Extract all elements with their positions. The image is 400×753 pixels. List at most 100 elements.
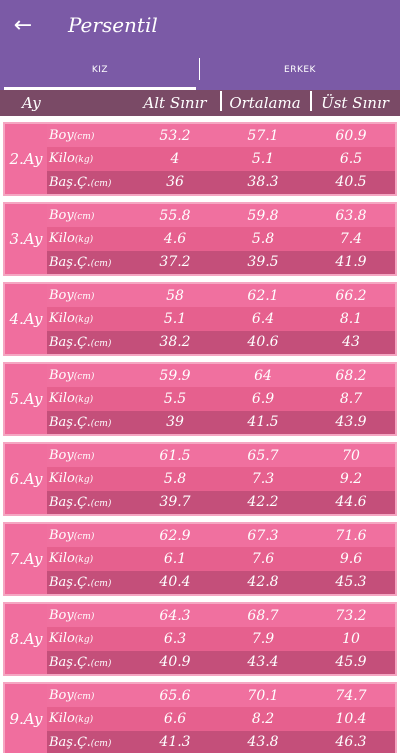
value-cell: 6.3 (163, 630, 187, 647)
measure-row-bas: Baş.Ç.(cm) 39.7 42.2 44.6 (47, 490, 395, 514)
value-cell: 5.1 (163, 310, 187, 327)
value-cell: 65.6 (159, 687, 191, 704)
table-header: Ay Alt Sınır Ortalama Üst Sınır (0, 90, 400, 116)
value-cell: 45.3 (335, 574, 367, 591)
month-group: 4.Ay Boy(cm) 58 62.1 66.2 Kilo(kg) 5.1 6.4 8.1 Ba… (3, 282, 397, 356)
value-cell: 41.9 (335, 254, 367, 271)
measure-row-boy: Boy(cm) 65.6 70.1 74.7 (47, 684, 395, 708)
header-ortalama: Ortalama (220, 91, 310, 112)
value-cell: 40.5 (335, 174, 367, 191)
value-cell: 36 (166, 174, 184, 191)
value-cell: 6.4 (251, 310, 275, 327)
value-cell: 70.1 (247, 687, 279, 704)
value-cell: 43.4 (247, 654, 279, 671)
measure-label: Boy(cm) (49, 368, 95, 384)
value-cell: 8.2 (251, 710, 275, 727)
value-cell: 61.5 (159, 447, 191, 464)
value-cell: 57.1 (247, 127, 279, 144)
value-cell: 4.6 (163, 230, 187, 247)
value-cell: 40.4 (159, 574, 191, 591)
value-cell: 53.2 (159, 127, 191, 144)
measure-label: Boy(cm) (49, 128, 95, 144)
value-cell: 66.2 (335, 287, 367, 304)
value-cell: 42.2 (247, 494, 279, 511)
measure-row-bas: Baş.Ç.(cm) 36 38.3 40.5 (47, 170, 395, 194)
value-cell: 5.8 (163, 470, 187, 487)
measure-label: Baş.Ç.(cm) (49, 574, 112, 590)
value-cell: 41.5 (247, 414, 279, 431)
measure-row-boy: Boy(cm) 62.9 67.3 71.6 (47, 524, 395, 548)
month-label: 9.Ay (5, 684, 47, 753)
value-cell: 40.6 (247, 334, 279, 351)
tab-kiz[interactable]: KIZ (0, 50, 200, 90)
header-ust-sinir: Üst Sınır (310, 91, 400, 112)
value-cell: 7.6 (251, 550, 275, 567)
value-cell: 64.3 (159, 607, 191, 624)
measure-label: Baş.Ç.(cm) (49, 254, 112, 270)
value-cell: 68.2 (335, 367, 367, 384)
measure-label: Baş.Ç.(cm) (49, 654, 112, 670)
value-cell: 5.8 (251, 230, 275, 247)
measure-row-kilo: Kilo(kg) 4 5.1 6.5 (47, 147, 395, 171)
value-cell: 62.1 (247, 287, 279, 304)
month-group: 7.Ay Boy(cm) 62.9 67.3 71.6 Kilo(kg) 6.1 7.6 9.6… (3, 522, 397, 596)
value-cell: 41.3 (159, 734, 191, 751)
measure-label: Boy(cm) (49, 208, 95, 224)
value-cell: 67.3 (247, 527, 279, 544)
measure-label: Kilo(kg) (49, 151, 94, 167)
measure-row-bas: Baş.Ç.(cm) 40.9 43.4 45.9 (47, 650, 395, 674)
value-cell: 63.8 (335, 207, 367, 224)
measure-row-boy: Boy(cm) 55.8 59.8 63.8 (47, 204, 395, 228)
value-cell: 58 (166, 287, 184, 304)
measure-label: Boy(cm) (49, 688, 95, 704)
measure-row-bas: Baş.Ç.(cm) 40.4 42.8 45.3 (47, 570, 395, 594)
value-cell: 7.9 (251, 630, 275, 647)
measure-row-kilo: Kilo(kg) 5.1 6.4 8.1 (47, 307, 395, 331)
value-cell: 68.7 (247, 607, 279, 624)
value-cell: 7.3 (251, 470, 275, 487)
measure-label: Kilo(kg) (49, 711, 94, 727)
month-label: 6.Ay (5, 444, 47, 514)
measure-row-kilo: Kilo(kg) 6.1 7.6 9.6 (47, 547, 395, 571)
value-cell: 43.9 (335, 414, 367, 431)
tab-erkek[interactable]: ERKEK (284, 65, 316, 75)
measure-row-boy: Boy(cm) 53.2 57.1 60.9 (47, 124, 395, 148)
measure-row-boy: Boy(cm) 59.9 64 68.2 (47, 364, 395, 388)
value-cell: 46.3 (335, 734, 367, 751)
measure-row-bas: Baş.Ç.(cm) 39 41.5 43.9 (47, 410, 395, 434)
month-group: 3.Ay Boy(cm) 55.8 59.8 63.8 Kilo(kg) 4.6 5.8 7.4… (3, 202, 397, 276)
month-group: 8.Ay Boy(cm) 64.3 68.7 73.2 Kilo(kg) 6.3 7.9 10 B… (3, 602, 397, 676)
value-cell: 70 (342, 447, 360, 464)
month-label: 8.Ay (5, 604, 47, 674)
value-cell: 42.8 (247, 574, 279, 591)
value-cell: 8.1 (339, 310, 363, 327)
measure-label: Kilo(kg) (49, 631, 94, 647)
measure-row-kilo: Kilo(kg) 6.6 8.2 10.4 (47, 707, 395, 731)
value-cell: 6.9 (251, 390, 275, 407)
measure-label: Baş.Ç.(cm) (49, 734, 112, 750)
value-cell: 38.2 (159, 334, 191, 351)
header-ay: Ay (22, 94, 41, 112)
measure-row-kilo: Kilo(kg) 5.5 6.9 8.7 (47, 387, 395, 411)
value-cell: 59.8 (247, 207, 279, 224)
measure-row-kilo: Kilo(kg) 6.3 7.9 10 (47, 627, 395, 651)
value-cell: 37.2 (159, 254, 191, 271)
value-cell: 39.5 (247, 254, 279, 271)
value-cell: 55.8 (159, 207, 191, 224)
measure-label: Baş.Ç.(cm) (49, 414, 112, 430)
month-label: 4.Ay (5, 284, 47, 354)
value-cell: 74.7 (335, 687, 367, 704)
value-cell: 43 (342, 334, 360, 351)
value-cell: 6.1 (163, 550, 187, 567)
measure-label: Kilo(kg) (49, 391, 94, 407)
month-group: 9.Ay Boy(cm) 65.6 70.1 74.7 Kilo(kg) 6.6 8.2 10.… (3, 682, 397, 753)
app-bar: ← Persentil (0, 0, 400, 50)
tab-divider (199, 58, 200, 80)
measure-label: Baş.Ç.(cm) (49, 174, 112, 190)
value-cell: 40.9 (159, 654, 191, 671)
value-cell: 6.5 (339, 150, 363, 167)
back-arrow-icon[interactable]: ← (13, 12, 33, 38)
header-alt-sinir: Alt Sınır (143, 94, 207, 112)
measure-label: Baş.Ç.(cm) (49, 494, 112, 510)
value-cell: 71.6 (335, 527, 367, 544)
